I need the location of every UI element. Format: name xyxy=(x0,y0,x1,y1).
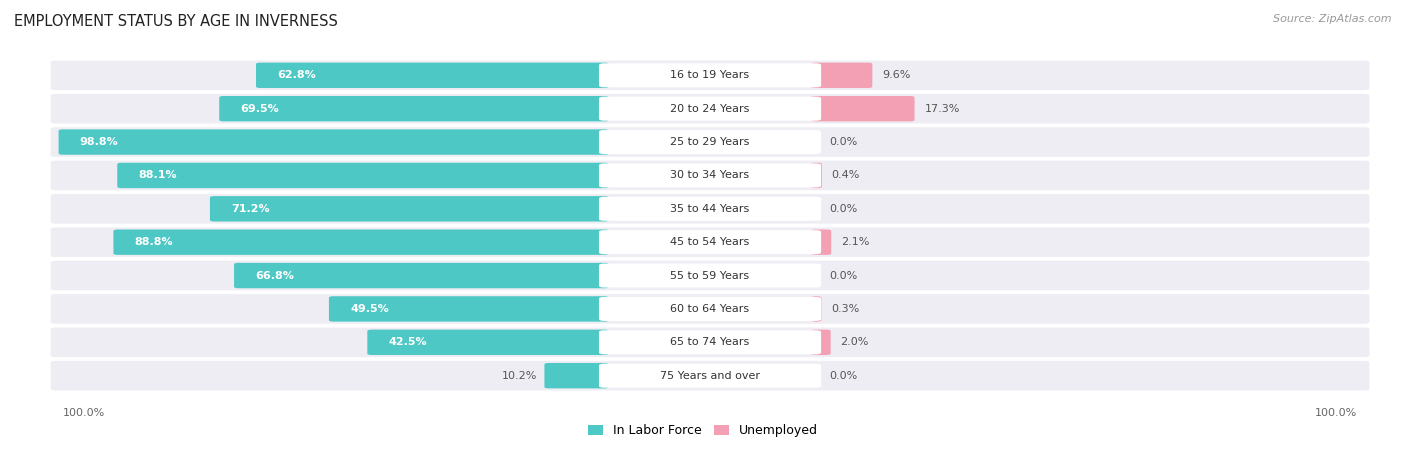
FancyBboxPatch shape xyxy=(233,263,609,288)
FancyBboxPatch shape xyxy=(51,194,1369,224)
FancyBboxPatch shape xyxy=(209,196,609,221)
FancyBboxPatch shape xyxy=(117,163,609,188)
FancyBboxPatch shape xyxy=(51,327,1369,357)
FancyBboxPatch shape xyxy=(367,330,609,355)
Text: 66.8%: 66.8% xyxy=(254,271,294,281)
FancyBboxPatch shape xyxy=(599,230,821,254)
Text: 98.8%: 98.8% xyxy=(80,137,118,147)
Text: 16 to 19 Years: 16 to 19 Years xyxy=(671,70,749,80)
FancyBboxPatch shape xyxy=(599,297,821,321)
Text: 100.0%: 100.0% xyxy=(1315,408,1357,418)
Text: 75 Years and over: 75 Years and over xyxy=(659,371,761,381)
FancyBboxPatch shape xyxy=(51,94,1369,124)
FancyBboxPatch shape xyxy=(544,363,609,388)
FancyBboxPatch shape xyxy=(599,163,821,188)
FancyBboxPatch shape xyxy=(51,60,1369,90)
FancyBboxPatch shape xyxy=(256,63,609,88)
Text: 42.5%: 42.5% xyxy=(388,337,427,347)
Text: 60 to 64 Years: 60 to 64 Years xyxy=(671,304,749,314)
FancyBboxPatch shape xyxy=(811,330,831,355)
FancyBboxPatch shape xyxy=(811,96,914,121)
FancyBboxPatch shape xyxy=(811,296,821,322)
Text: 69.5%: 69.5% xyxy=(240,104,280,114)
FancyBboxPatch shape xyxy=(811,63,872,88)
Text: 2.0%: 2.0% xyxy=(841,337,869,347)
Text: 2.1%: 2.1% xyxy=(841,237,869,247)
FancyBboxPatch shape xyxy=(599,197,821,221)
FancyBboxPatch shape xyxy=(329,296,609,322)
Text: 62.8%: 62.8% xyxy=(277,70,316,80)
Text: EMPLOYMENT STATUS BY AGE IN INVERNESS: EMPLOYMENT STATUS BY AGE IN INVERNESS xyxy=(14,14,337,28)
Legend: In Labor Force, Unemployed: In Labor Force, Unemployed xyxy=(583,419,823,442)
Text: 88.8%: 88.8% xyxy=(135,237,173,247)
Text: 65 to 74 Years: 65 to 74 Years xyxy=(671,337,749,347)
Text: 55 to 59 Years: 55 to 59 Years xyxy=(671,271,749,281)
Text: 35 to 44 Years: 35 to 44 Years xyxy=(671,204,749,214)
FancyBboxPatch shape xyxy=(599,330,821,354)
Text: 30 to 34 Years: 30 to 34 Years xyxy=(671,170,749,180)
FancyBboxPatch shape xyxy=(811,230,831,255)
FancyBboxPatch shape xyxy=(599,63,821,87)
FancyBboxPatch shape xyxy=(51,161,1369,190)
Text: 0.0%: 0.0% xyxy=(830,137,858,147)
Text: 0.3%: 0.3% xyxy=(831,304,859,314)
Text: 0.4%: 0.4% xyxy=(832,170,860,180)
FancyBboxPatch shape xyxy=(51,227,1369,257)
FancyBboxPatch shape xyxy=(114,230,609,255)
Text: 10.2%: 10.2% xyxy=(502,371,537,381)
FancyBboxPatch shape xyxy=(219,96,609,121)
Text: 9.6%: 9.6% xyxy=(882,70,911,80)
FancyBboxPatch shape xyxy=(59,129,609,155)
FancyBboxPatch shape xyxy=(51,361,1369,391)
Text: 25 to 29 Years: 25 to 29 Years xyxy=(671,137,749,147)
FancyBboxPatch shape xyxy=(811,163,823,188)
FancyBboxPatch shape xyxy=(599,130,821,154)
Text: 20 to 24 Years: 20 to 24 Years xyxy=(671,104,749,114)
Text: Source: ZipAtlas.com: Source: ZipAtlas.com xyxy=(1274,14,1392,23)
FancyBboxPatch shape xyxy=(51,127,1369,157)
Text: 0.0%: 0.0% xyxy=(830,371,858,381)
Text: 71.2%: 71.2% xyxy=(231,204,270,214)
Text: 45 to 54 Years: 45 to 54 Years xyxy=(671,237,749,247)
FancyBboxPatch shape xyxy=(599,97,821,121)
Text: 49.5%: 49.5% xyxy=(350,304,389,314)
Text: 17.3%: 17.3% xyxy=(924,104,960,114)
Text: 100.0%: 100.0% xyxy=(63,408,105,418)
Text: 0.0%: 0.0% xyxy=(830,271,858,281)
Text: 0.0%: 0.0% xyxy=(830,204,858,214)
FancyBboxPatch shape xyxy=(51,261,1369,290)
FancyBboxPatch shape xyxy=(599,263,821,288)
Text: 88.1%: 88.1% xyxy=(138,170,177,180)
FancyBboxPatch shape xyxy=(51,294,1369,324)
FancyBboxPatch shape xyxy=(599,364,821,388)
